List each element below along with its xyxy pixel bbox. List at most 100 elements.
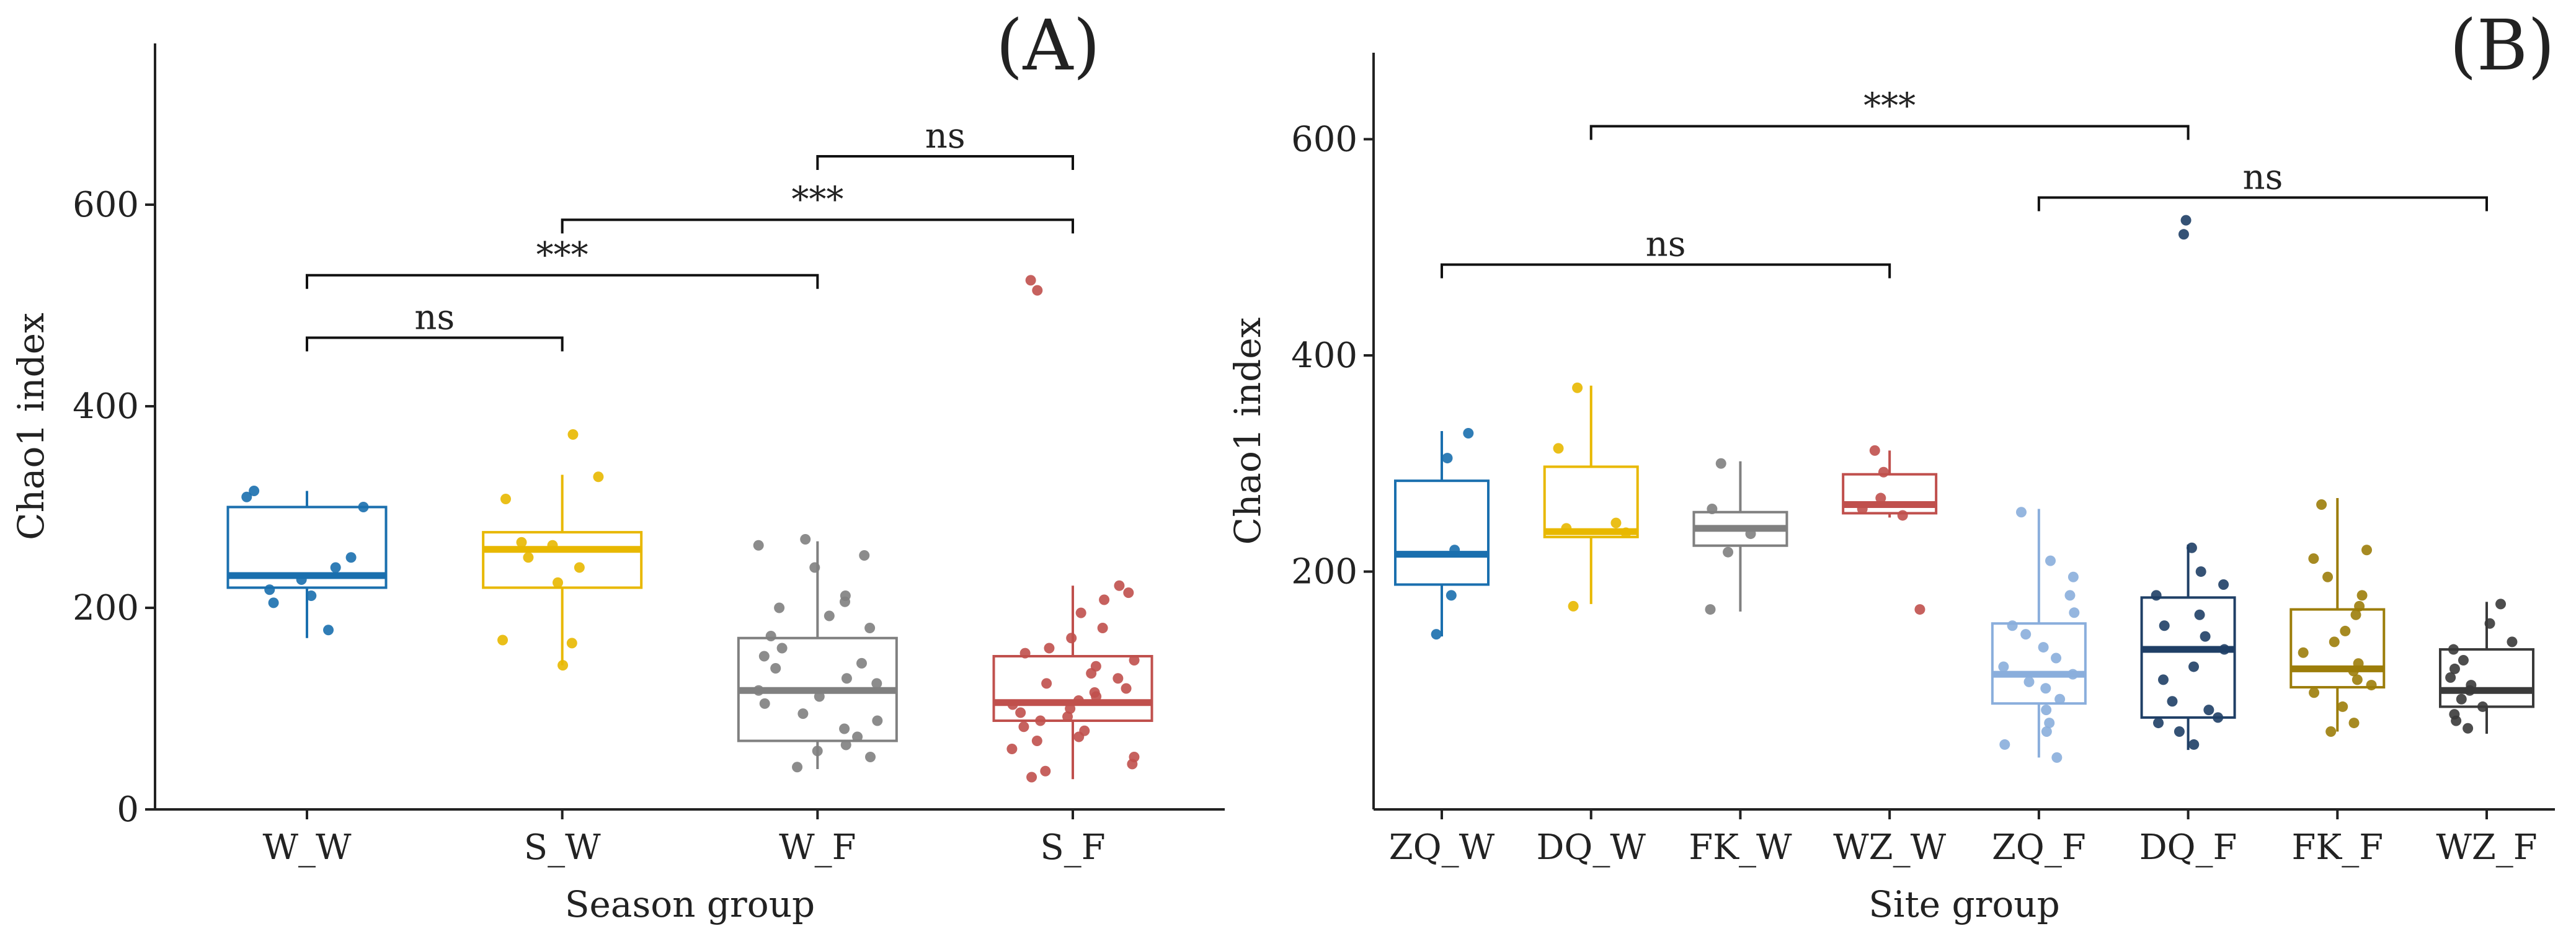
- data-point: [2337, 701, 2348, 712]
- data-point: [812, 746, 823, 757]
- data-point: [2194, 609, 2205, 620]
- bracket-line: [1441, 263, 1891, 278]
- bracket-line: [306, 336, 564, 352]
- box-rect: [1394, 479, 1490, 586]
- data-point: [2309, 687, 2320, 698]
- x-tick-label: FK_F: [2292, 827, 2384, 868]
- x-tick-label: DQ_W: [1537, 827, 1646, 868]
- data-point: [264, 584, 275, 595]
- data-point: [1114, 580, 1125, 591]
- data-point: [2067, 571, 2079, 582]
- data-point: [2348, 718, 2360, 729]
- data-point: [2023, 676, 2035, 687]
- data-point: [871, 678, 882, 689]
- data-point: [2449, 709, 2460, 720]
- box-WZ_F: [2439, 599, 2534, 734]
- y-tick-label: 0: [117, 790, 139, 830]
- data-point: [2325, 726, 2337, 737]
- data-point: [864, 623, 876, 633]
- data-point: [567, 429, 579, 440]
- x-tick-label: ZQ_W: [1389, 827, 1495, 868]
- data-point: [872, 715, 883, 726]
- data-point: [1032, 285, 1043, 296]
- y-tick-label: 400: [73, 386, 139, 427]
- bracket-line: [2037, 196, 2488, 212]
- data-point: [2069, 607, 2080, 618]
- data-point: [2064, 590, 2076, 601]
- data-point: [1914, 604, 1925, 615]
- data-point: [306, 590, 317, 601]
- data-point: [2219, 644, 2230, 655]
- data-point: [814, 691, 825, 702]
- data-point: [776, 643, 788, 654]
- data-point: [2157, 674, 2169, 685]
- significance-bracket: ns: [306, 298, 564, 352]
- data-point: [1878, 466, 1889, 478]
- x-tick-label: W_F: [779, 827, 856, 868]
- data-point: [2203, 705, 2214, 716]
- panel-label: (B): [2449, 6, 2555, 86]
- box-ZQ_F: [1991, 507, 2087, 763]
- data-point: [2041, 726, 2052, 737]
- panel-b-site-group: 200 400 600 ZQ_W DQ_W FK_W WZ_W ZQ_F DQ_F FK_F WZ_…: [1227, 6, 2555, 925]
- data-point: [2361, 545, 2373, 556]
- data-point: [1079, 725, 1090, 736]
- data-point: [2051, 652, 2062, 664]
- data-point: [759, 698, 770, 709]
- x-tick-label: DQ_F: [2139, 827, 2237, 868]
- panel-a-season-group: 0 200 400 600 W_W S_W W_F S_F Season group Chao1 …: [10, 6, 1225, 925]
- data-point: [1875, 492, 1886, 504]
- data-point: [1723, 546, 1734, 558]
- box-DQ_W: [1543, 382, 1639, 612]
- data-point: [1015, 707, 1026, 718]
- data-point: [1121, 683, 1132, 694]
- data-point: [2340, 625, 2351, 636]
- data-point: [2445, 672, 2456, 683]
- data-point: [856, 657, 867, 669]
- data-point: [1620, 527, 1632, 538]
- y-tick-label: 600: [73, 185, 139, 225]
- data-point: [1089, 687, 1100, 698]
- data-point: [2477, 701, 2488, 712]
- data-point: [1040, 765, 1051, 777]
- data-point: [2316, 499, 2327, 510]
- data-point: [2174, 726, 2185, 737]
- data-point: [824, 610, 835, 621]
- significance-bracket: ns: [1441, 225, 1891, 278]
- box-rect: [2140, 596, 2236, 719]
- data-point: [2322, 571, 2334, 582]
- box-DQ_F: [2140, 215, 2236, 750]
- significance-bracket: ns: [2037, 158, 2488, 212]
- data-point: [1075, 607, 1086, 618]
- x-tick-label: WZ_W: [1833, 827, 1946, 868]
- x-tick-label: W_W: [262, 827, 352, 868]
- data-point: [1041, 678, 1052, 689]
- box-rect: [226, 505, 388, 589]
- data-point: [1572, 382, 1583, 393]
- data-point: [840, 590, 851, 601]
- data-point: [1998, 661, 2009, 672]
- box-rect: [1842, 473, 1938, 515]
- data-point: [1006, 744, 1018, 754]
- significance-bracket: ***: [561, 179, 1074, 234]
- box-rect: [1543, 465, 1639, 538]
- data-point: [765, 631, 776, 641]
- data-point: [2180, 215, 2192, 226]
- significance-label: ns: [925, 116, 966, 156]
- data-point: [2045, 555, 2056, 566]
- bracket-line: [1589, 125, 2190, 140]
- box-rect: [992, 655, 1153, 722]
- data-point: [865, 752, 876, 762]
- bracket-line: [816, 155, 1074, 170]
- significance-label: ***: [791, 179, 843, 220]
- data-point: [2159, 620, 2170, 631]
- box-FK_F: [2290, 498, 2386, 737]
- data-point: [2495, 599, 2507, 610]
- data-point: [753, 685, 764, 696]
- data-point: [2054, 693, 2066, 705]
- data-point: [249, 486, 260, 496]
- data-point: [1018, 721, 1029, 732]
- bracket-line: [561, 218, 1074, 234]
- data-point: [1035, 715, 1046, 726]
- data-point: [809, 562, 820, 573]
